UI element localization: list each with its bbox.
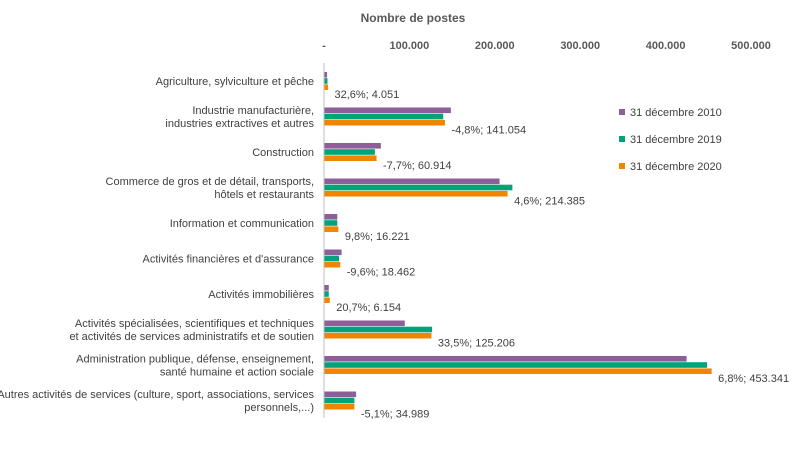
bar xyxy=(324,184,513,191)
data-label: -7,7%; 60.914 xyxy=(383,160,452,172)
bar xyxy=(324,391,357,398)
data-label: -9,6%; 18.462 xyxy=(347,267,416,279)
bar xyxy=(324,261,341,268)
bar xyxy=(324,397,355,404)
bar xyxy=(324,255,340,262)
bar xyxy=(324,320,405,327)
legend-swatch xyxy=(619,163,625,169)
category-label: santé humaine et action sociale xyxy=(160,367,314,379)
category-label: industries extractives et autres xyxy=(165,118,314,130)
bar xyxy=(324,368,712,374)
legend-swatch xyxy=(619,136,625,142)
category-label: personnels,...) xyxy=(244,402,314,414)
bar xyxy=(324,178,500,185)
data-label: 33,5%; 125.206 xyxy=(438,338,515,350)
category-label: Administration publique, défense, enseig… xyxy=(76,354,314,366)
bar xyxy=(324,297,330,303)
x-tick-label: 200.000 xyxy=(475,40,515,52)
category-label: hôtels et restaurants xyxy=(214,189,314,201)
bar xyxy=(324,291,329,297)
bar xyxy=(324,119,445,126)
bar xyxy=(324,332,432,339)
bar xyxy=(324,72,328,78)
data-label: 20,7%; 6.154 xyxy=(336,302,401,314)
bar xyxy=(324,143,381,149)
category-label: Activités financières et d'assurance xyxy=(143,254,314,266)
bar xyxy=(324,220,338,226)
category-label: Construction xyxy=(252,147,314,159)
bar xyxy=(324,285,329,291)
category-label: Activités immobilières xyxy=(208,289,314,301)
category-label: Agriculture, sylviculture et pêche xyxy=(156,76,314,88)
data-label: 9,8%; 16.221 xyxy=(345,231,410,243)
x-axis-ticks: - 100.000 200.000 300.000 400.000 500.000 xyxy=(322,40,771,418)
bar xyxy=(324,356,687,362)
bar xyxy=(324,226,339,232)
x-tick-label: 500.000 xyxy=(731,40,771,52)
bar xyxy=(324,107,451,114)
data-label: 32,6%; 4.051 xyxy=(334,89,399,101)
category-label: Information et communication xyxy=(170,218,314,230)
bar xyxy=(324,362,708,368)
x-tick-label: - xyxy=(322,40,326,52)
legend-label: 31 décembre 2020 xyxy=(630,161,722,173)
bar xyxy=(324,403,355,410)
bar xyxy=(324,113,444,120)
data-labels: 32,6%; 4.051 -4,8%; 141.054 -7,7%; 60.914 4… xyxy=(334,89,789,421)
bar xyxy=(324,249,342,256)
bar xyxy=(324,214,338,220)
bar xyxy=(324,155,377,161)
bar xyxy=(324,78,328,84)
x-tick-label: 400.000 xyxy=(646,40,686,52)
data-label: -4,8%; 141.054 xyxy=(451,125,526,137)
bar xyxy=(324,149,375,155)
category-label: Activités spécialisées, scientifiques et… xyxy=(75,318,315,330)
data-label: 4,6%; 214.385 xyxy=(514,196,585,208)
bar xyxy=(324,190,508,197)
data-label: 6,8%; 453.341 xyxy=(718,373,789,385)
category-label: Commerce de gros et de détail, transport… xyxy=(106,176,314,188)
category-label: Autres activités de services (culture, s… xyxy=(0,389,314,401)
legend: 31 décembre 2010 31 décembre 2019 31 décem… xyxy=(619,107,722,173)
x-tick-label: 100.000 xyxy=(390,40,430,52)
category-label: Industrie manufacturière, xyxy=(192,105,314,117)
data-label: -5,1%; 34.989 xyxy=(361,409,430,421)
legend-swatch xyxy=(619,109,625,115)
legend-label: 31 décembre 2010 xyxy=(630,107,722,119)
bar xyxy=(324,84,328,90)
bar xyxy=(324,326,433,333)
legend-label: 31 décembre 2019 xyxy=(630,134,722,146)
category-labels: Agriculture, sylviculture et pêche Indust… xyxy=(0,76,314,414)
category-label: et activités de services administratifs … xyxy=(69,331,314,343)
bars xyxy=(324,72,712,410)
x-axis-title: Nombre de postes xyxy=(361,11,466,25)
x-tick-label: 300.000 xyxy=(560,40,600,52)
